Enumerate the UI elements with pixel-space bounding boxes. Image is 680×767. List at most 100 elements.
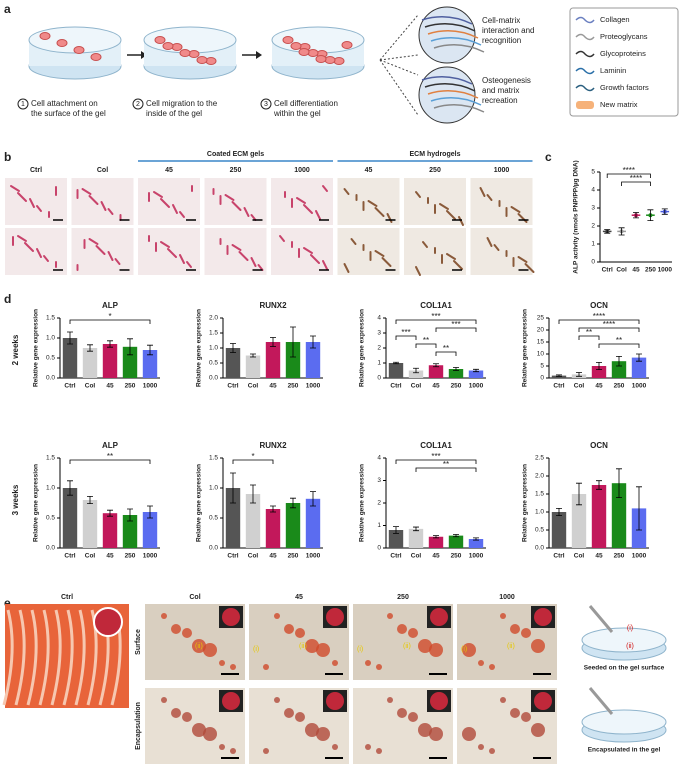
x-tick-label: 45: [106, 383, 114, 390]
x-tick-label: Ctrl: [227, 383, 238, 390]
cell: [341, 41, 353, 49]
inset: [430, 608, 448, 626]
bar: [285, 503, 301, 548]
x-tick-label: Ctrl: [553, 383, 564, 390]
bar: [122, 346, 138, 378]
x-tick-label: Ctrl: [390, 383, 401, 390]
cell-stain: [160, 198, 170, 208]
y-axis-label: Relative gene expression: [196, 309, 203, 387]
x-tick-label: 1000: [306, 383, 321, 390]
chart-title: ALP: [102, 301, 119, 310]
cell: [333, 57, 345, 65]
cell-stain: [172, 204, 178, 214]
error-bar: [473, 537, 479, 541]
x-tick-label: 1000: [143, 553, 158, 560]
column-label: 250: [429, 167, 441, 174]
significance-bracket: [621, 181, 651, 186]
stain: [192, 639, 206, 653]
stain: [284, 708, 294, 718]
y-tick-label: 0.0: [209, 545, 218, 552]
y-tick-label: 0.0: [46, 375, 55, 382]
cell-stain: [350, 238, 357, 245]
scheme-caption: Encapsulated in the gel: [588, 747, 661, 754]
stain: [478, 660, 484, 666]
stain: [305, 723, 319, 737]
error-bar: [67, 480, 73, 496]
y-axis-label: Relative gene expression: [522, 464, 529, 542]
cell-stain: [322, 260, 328, 270]
y-tick-label: 1.0: [209, 345, 218, 352]
significance-bracket: [69, 319, 151, 324]
fiber: [433, 104, 485, 113]
significance-label: ***: [401, 328, 410, 337]
cell: [298, 48, 310, 56]
step-text: Cell migration to the: [146, 99, 218, 108]
inset: [222, 608, 240, 626]
stain: [274, 697, 280, 703]
fiber: [424, 83, 476, 92]
significance-bracket: [395, 335, 417, 340]
y-tick-label: 1.0: [209, 485, 218, 492]
x-tick-label: 250: [614, 383, 625, 390]
legend-text: Laminin: [600, 66, 626, 75]
y-axis-label: Relative gene expression: [359, 309, 366, 387]
marker: (ii): [299, 643, 307, 650]
panel-label: a: [4, 2, 11, 16]
stain: [230, 664, 236, 670]
x-tick-label: Ctrl: [602, 267, 613, 274]
y-tick-label: 2: [591, 223, 595, 230]
error-bar: [270, 505, 276, 513]
panel-label: e: [4, 596, 11, 610]
x-tick-label: Col: [616, 267, 627, 274]
x-tick-label: 1000: [632, 553, 647, 560]
error-bar: [107, 509, 113, 517]
cell-stain: [303, 247, 313, 254]
y-axis-label: Relative gene expression: [522, 309, 529, 387]
cell-stain: [415, 191, 421, 198]
chart-title: RUNX2: [259, 441, 287, 450]
y-tick-label: 2.0: [535, 473, 544, 480]
cell-stain: [446, 253, 456, 260]
bar: [551, 512, 567, 548]
error-bar: [310, 491, 316, 507]
y-tick-label: 4: [591, 187, 595, 194]
bar: [102, 344, 118, 378]
cell-stain: [81, 188, 92, 195]
cell-stain: [238, 251, 249, 261]
y-tick-label: 1.0: [46, 485, 55, 492]
stain: [387, 697, 393, 703]
cell-stain: [315, 210, 321, 220]
stain: [408, 628, 418, 638]
cell-stain: [250, 214, 257, 221]
error-bar: [636, 353, 642, 362]
cell-stain: [486, 194, 493, 201]
y-tick-label: 3: [377, 477, 381, 484]
cell: [315, 55, 327, 63]
error-bar: [147, 505, 153, 519]
bar: [62, 488, 78, 548]
stain: [489, 664, 495, 670]
x-tick-label: 250: [125, 553, 136, 560]
cell: [154, 36, 166, 44]
stain: [397, 624, 407, 634]
y-axis-label: ALP activity (nmols PNP/PP/µg DNA): [573, 160, 580, 273]
x-tick-label: Col: [411, 383, 422, 390]
cell-stain: [231, 244, 242, 251]
x-tick-label: Col: [85, 383, 96, 390]
column-label: Col: [189, 594, 200, 601]
y-tick-label: 1.5: [46, 315, 55, 322]
cell: [56, 39, 68, 47]
error-bar: [576, 372, 582, 377]
group-label: ECM hydrogels: [410, 151, 461, 158]
stain: [478, 744, 484, 750]
y-axis-label: Relative gene expression: [359, 464, 366, 542]
bar: [225, 488, 241, 548]
significance-bracket: [606, 173, 651, 178]
micrograph: [5, 178, 67, 225]
y-tick-label: 10: [537, 351, 545, 358]
stain: [531, 723, 545, 737]
chart-title: RUNX2: [259, 301, 287, 310]
stain: [521, 712, 531, 722]
cell-stain: [24, 242, 34, 252]
error-bar: [618, 227, 625, 236]
